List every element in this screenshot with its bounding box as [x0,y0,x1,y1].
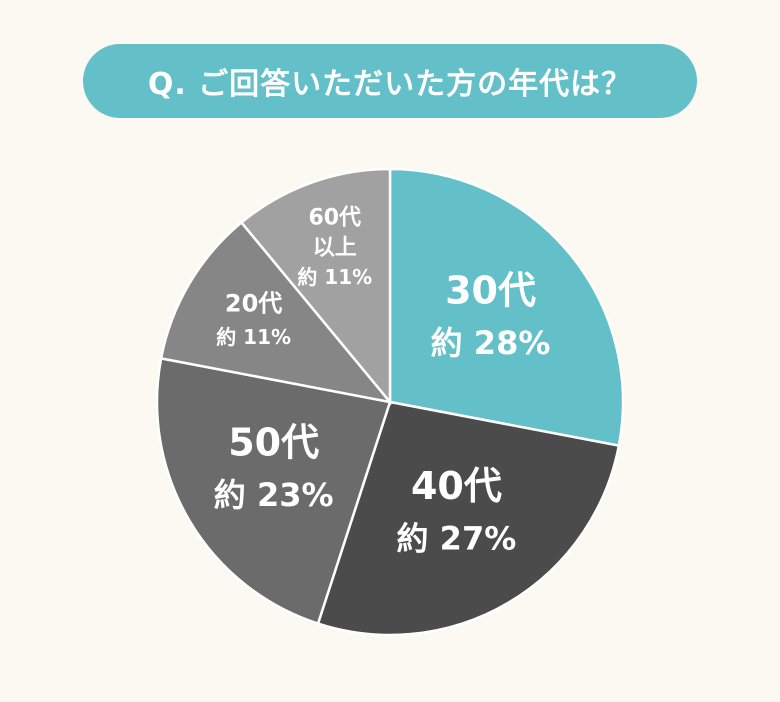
pie-slice-5 [239,167,392,406]
slice-label-1-line-2: 約 28% [431,324,551,362]
slice-label-4-line-2: 約 11% [216,325,291,349]
slice-label-2-line-1: 40代 [411,464,502,508]
slice-label-4-line-1: 20代 [225,289,282,317]
slice-label-5-line-2: 以上 [313,236,357,261]
chart-title: Q. ご回答いただいた方の年代は？ [147,67,633,102]
slice-label-3-line-1: 50代 [228,420,319,464]
pie-slice-3 [155,356,392,626]
pie-slice-1 [388,167,625,448]
title-banner: Q. ご回答いただいた方の年代は？ [83,44,697,118]
slice-label-1-line-1: 30代 [445,268,536,312]
slice-label-5-line-1: 60代 [308,206,361,231]
slice-label-2-line-2: 約 27% [397,519,517,557]
pie-slice-4 [159,220,394,404]
slice-label-5-line-3: 約 11% [297,265,372,289]
slice-label-3-line-2: 約 23% [214,476,334,514]
pie-slice-2 [316,400,621,637]
